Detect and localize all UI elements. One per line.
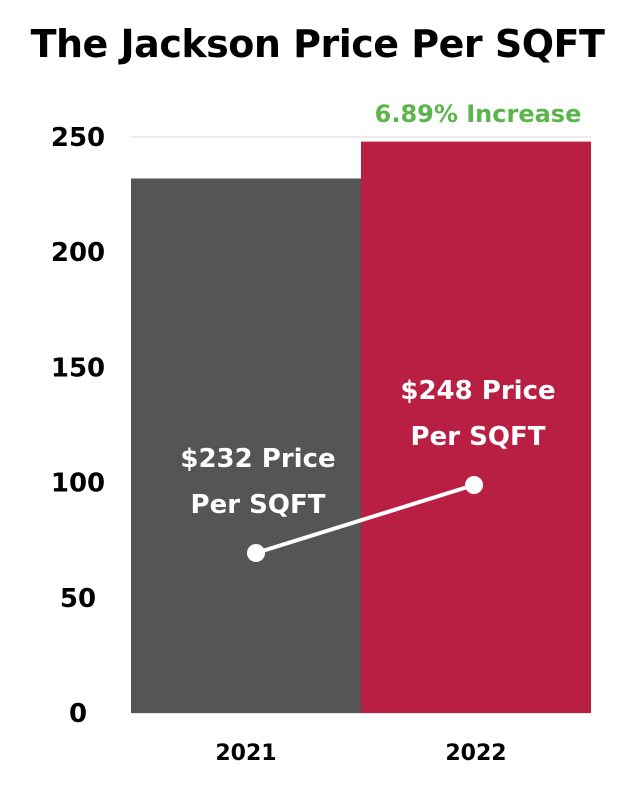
y-tick-label: 250	[51, 123, 105, 153]
chart-title: The Jackson Price Per SQFT	[30, 22, 605, 66]
trend-dot	[247, 544, 265, 562]
increase-annotation: 6.89% Increase	[375, 100, 582, 128]
x-tick-label: 2021	[215, 741, 276, 766]
trend-dot	[465, 476, 483, 494]
y-tick-label: 100	[51, 469, 105, 499]
trend-connector-line	[255, 483, 475, 555]
bar-2021	[131, 178, 361, 714]
data-label: Per SQFT	[191, 490, 326, 520]
data-label: $232 Price	[180, 444, 335, 474]
bar-2022	[361, 141, 591, 713]
y-tick-label: 50	[60, 584, 96, 614]
data-label: $248 Price	[400, 376, 555, 406]
y-tick-label: 150	[51, 353, 105, 383]
y-tick-label: 200	[51, 238, 105, 268]
data-label: Per SQFT	[411, 422, 546, 452]
x-tick-label: 2022	[445, 741, 506, 766]
y-tick-label: 0	[69, 699, 87, 729]
